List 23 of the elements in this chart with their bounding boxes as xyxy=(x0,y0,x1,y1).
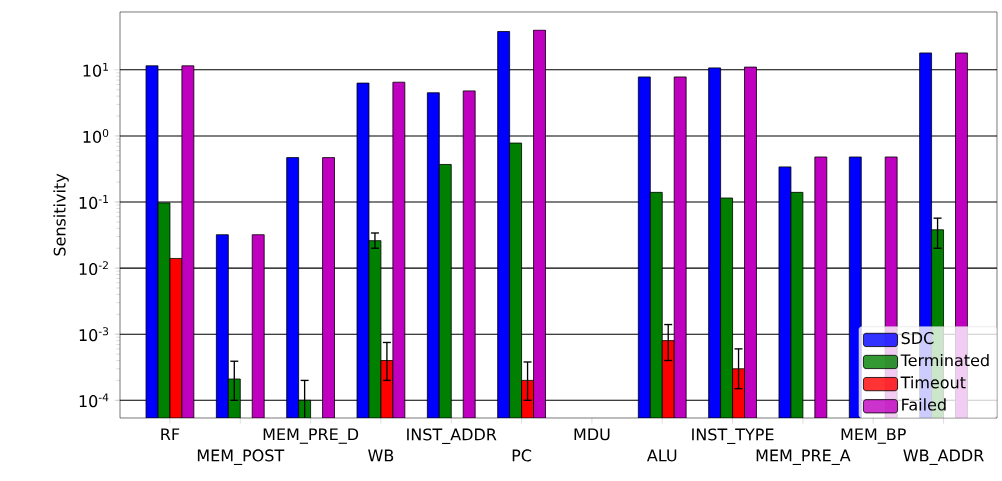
x-tick-label: MEM_PRE_D xyxy=(263,428,359,444)
x-tick-label: INST_TYPE xyxy=(692,428,774,445)
x-tick-label: MEM_POST xyxy=(197,449,285,466)
y-tick-label: 10$^{1}$ xyxy=(83,62,108,77)
legend-label: Timeout xyxy=(900,376,966,389)
y-tick-label: 10$^{-3}$ xyxy=(79,327,109,342)
x-tick-label: PC xyxy=(512,449,532,462)
x-tick-label: MEM_BP xyxy=(841,428,906,444)
x-tick-label: ALU xyxy=(646,449,677,462)
legend-label: Terminated xyxy=(900,353,989,367)
x-tick-label: RF xyxy=(161,428,180,441)
x-tick-label: MDU xyxy=(574,428,610,441)
y-tick-label: 10$^{-1}$ xyxy=(79,195,108,209)
y-tick-label: 10$^{0}$ xyxy=(83,128,109,143)
x-tick-label: WB_ADDR xyxy=(903,449,984,466)
x-tick-label: WB xyxy=(368,449,394,462)
legend-label: Failed xyxy=(902,398,946,411)
y-tick-label: 10$^{-4}$ xyxy=(79,393,109,408)
legend-label: SDC xyxy=(901,332,934,345)
y-tick-label: 10$^{-2}$ xyxy=(79,261,108,276)
x-tick-label: INST_ADDR xyxy=(407,428,497,445)
x-tick-label: MEM_PRE_A xyxy=(756,449,851,466)
y-axis-title: Sensitivity xyxy=(53,173,69,256)
